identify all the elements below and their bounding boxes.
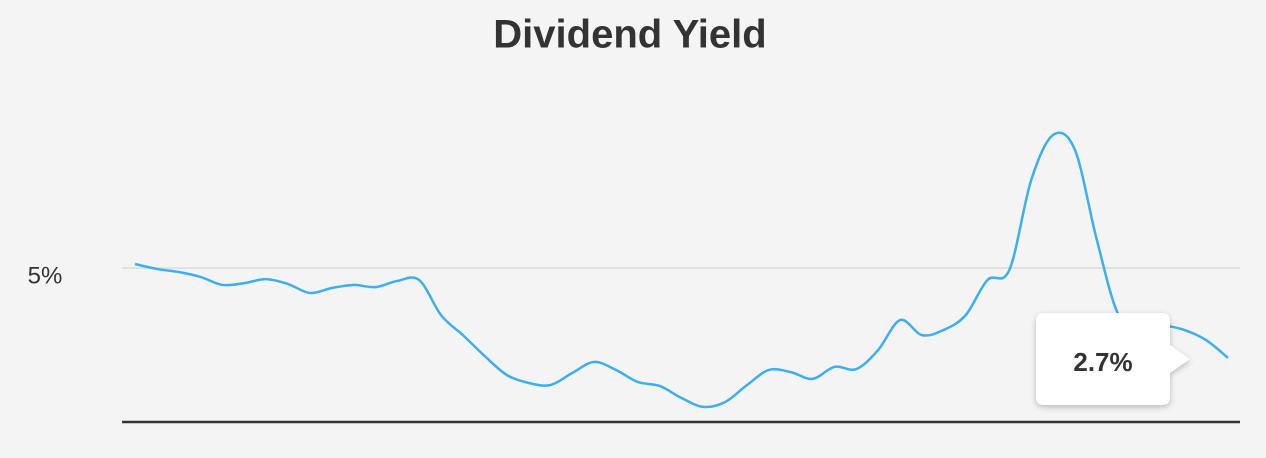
tooltip-box (1036, 313, 1190, 405)
tooltip-text: 2.7% (1073, 347, 1132, 377)
y-tick-label: 5% (28, 262, 63, 289)
tooltip (1036, 313, 1190, 405)
plot-area: 5% (28, 131, 1240, 424)
chart-title: Dividend Yield (493, 13, 766, 57)
line (134, 131, 1229, 409)
